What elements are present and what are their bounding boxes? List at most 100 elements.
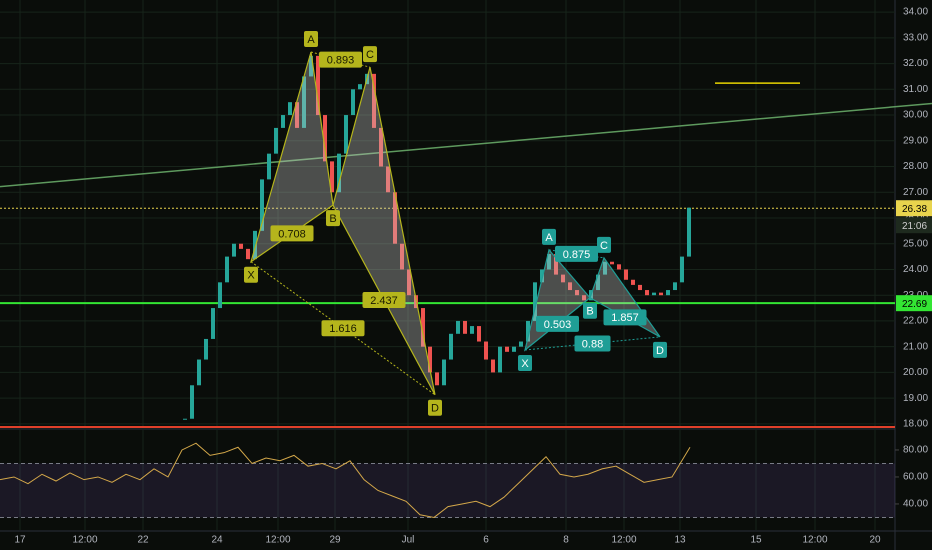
rsi-band <box>0 463 895 518</box>
x-tick-label: 6 <box>483 535 489 546</box>
x-tick-label: 12:00 <box>72 535 97 546</box>
candle <box>330 161 334 193</box>
ratio-box <box>362 291 406 308</box>
candle <box>358 84 362 90</box>
candle <box>631 279 635 285</box>
candle <box>190 385 194 419</box>
candle <box>638 284 642 291</box>
candle <box>316 55 320 116</box>
x-tick-label: 8 <box>563 535 569 546</box>
candle <box>197 359 201 386</box>
candle <box>225 256 229 283</box>
ratio-box <box>555 245 598 262</box>
point-box <box>326 210 340 227</box>
candle <box>477 326 481 342</box>
candle <box>379 127 383 167</box>
candle <box>610 261 614 265</box>
point-box <box>244 266 258 283</box>
y-tick-label: 80.00 <box>903 445 928 456</box>
candle <box>302 76 306 128</box>
candle <box>281 115 285 128</box>
candle <box>400 243 404 270</box>
candle <box>554 254 558 275</box>
candle <box>603 261 607 275</box>
point-label: B <box>329 213 336 225</box>
candle <box>351 89 355 116</box>
x-tick-label: Jul <box>402 535 415 546</box>
x-tick-label: 12:00 <box>802 535 827 546</box>
candle <box>666 290 670 296</box>
point-box <box>542 228 556 245</box>
candle <box>645 290 649 296</box>
candle <box>561 274 565 283</box>
candle <box>456 320 460 334</box>
candle <box>204 338 208 360</box>
y-tick-label: 31.00 <box>903 84 928 95</box>
price-label-box <box>896 200 932 217</box>
y-tick-label: 21.00 <box>903 341 928 352</box>
y-tick-label: 32.00 <box>903 58 928 69</box>
point-box <box>363 46 377 63</box>
y-tick-label: 22.00 <box>903 316 928 327</box>
candle <box>239 243 243 249</box>
candle <box>288 102 292 116</box>
point-label: X <box>247 270 255 282</box>
candle <box>428 346 432 373</box>
rsi-line <box>0 442 691 518</box>
point-box <box>583 302 597 319</box>
point-label: D <box>656 345 664 357</box>
ratio-box <box>319 51 362 68</box>
x-tick-label: 17 <box>14 535 26 546</box>
candle <box>568 282 572 291</box>
ratio-box <box>603 309 647 326</box>
y-tick-label: 19.00 <box>903 393 928 404</box>
candle <box>246 248 250 260</box>
candle <box>267 153 271 180</box>
ratio-label: 1.857 <box>611 312 639 324</box>
candle <box>652 292 656 296</box>
candle <box>435 372 439 386</box>
candle <box>673 282 677 291</box>
ratio-label: 2.437 <box>370 295 398 307</box>
ratio-box <box>270 225 314 242</box>
ratio-label: 0.708 <box>278 228 306 240</box>
point-box <box>428 399 442 416</box>
candle <box>211 308 215 339</box>
ratio-box <box>574 335 611 352</box>
y-tick-label: 28.00 <box>903 161 928 172</box>
ratio-label: 1.616 <box>329 323 357 335</box>
candle <box>449 333 453 360</box>
x-tick-label: 24 <box>211 535 223 546</box>
pattern-diagonal <box>524 336 661 351</box>
candle <box>540 269 544 283</box>
x-tick-label: 12:00 <box>265 535 290 546</box>
y-tick-label: 30.00 <box>903 110 928 121</box>
candle <box>183 418 187 420</box>
ratio-label: 0.503 <box>544 319 572 331</box>
y-tick-label: 27.00 <box>903 187 928 198</box>
point-label: A <box>307 34 315 46</box>
point-label: C <box>600 240 608 252</box>
candle <box>547 254 551 270</box>
candle <box>505 346 509 352</box>
candle <box>323 115 327 162</box>
ratio-box <box>321 320 365 337</box>
candle <box>680 256 684 283</box>
candle <box>309 55 313 77</box>
ratio-label: 0.88 <box>582 338 603 350</box>
candle <box>344 115 348 154</box>
x-tick-label: 22 <box>137 535 149 546</box>
y-tick-label: 29.00 <box>903 135 928 146</box>
x-tick-label: 15 <box>750 535 762 546</box>
candle <box>253 230 257 260</box>
candle <box>295 102 299 128</box>
candle <box>533 282 537 321</box>
candle <box>386 166 390 193</box>
point-label: C <box>366 49 374 61</box>
candle <box>218 282 222 309</box>
point-box <box>518 355 532 372</box>
price-label: 26.38 <box>902 204 927 215</box>
point-label: A <box>545 232 553 244</box>
candle <box>470 326 474 334</box>
x-tick-label: 20 <box>869 535 881 546</box>
